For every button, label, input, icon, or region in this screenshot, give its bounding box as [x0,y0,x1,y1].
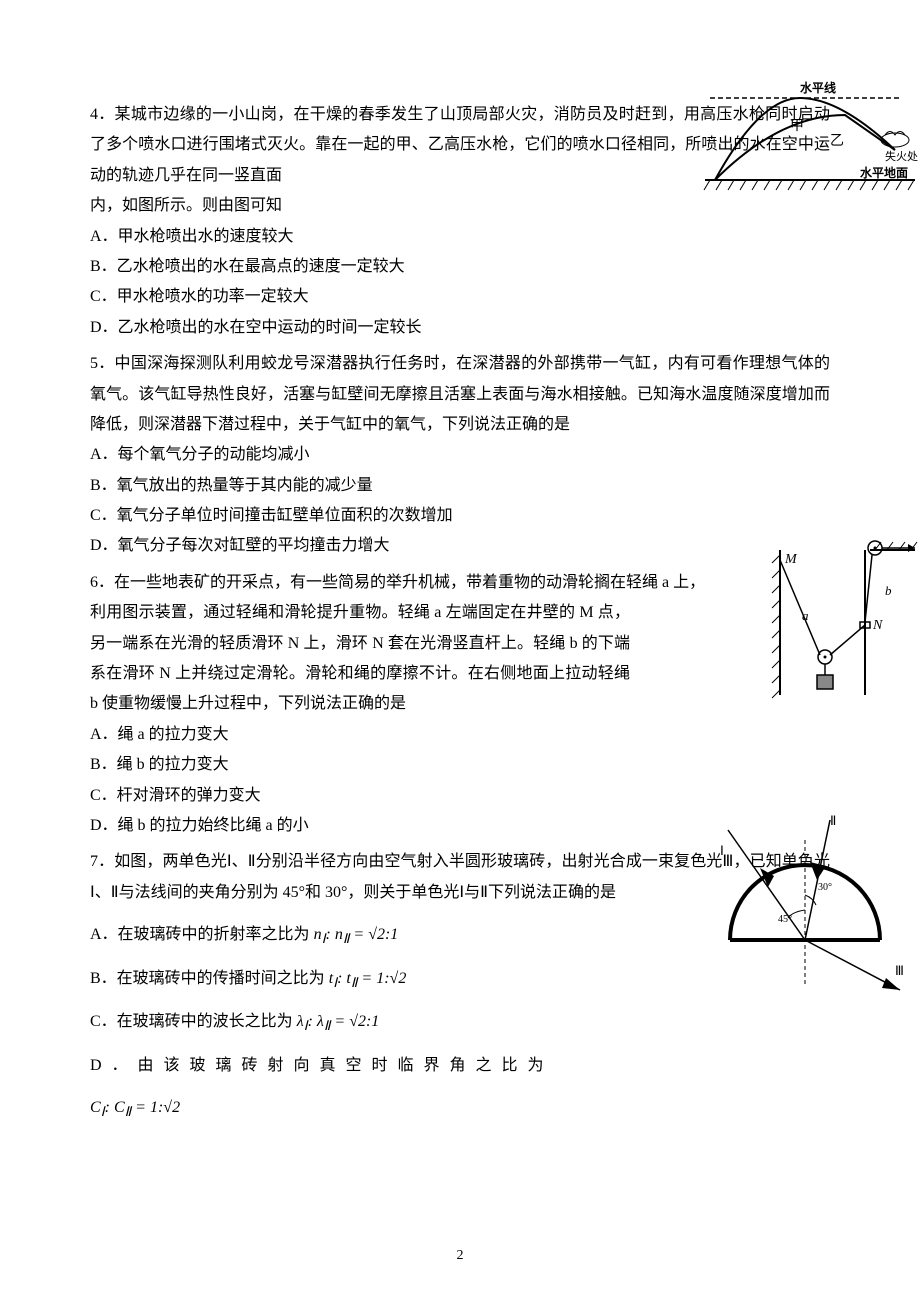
q7-a-prefix: A．在玻璃砖中的折射率之比为 [90,926,314,943]
q4-option-b: B．乙水枪喷出的水在最高点的速度一定较大 [90,252,830,282]
q4-number: 4． [90,106,115,123]
q4-text1: 某城市边缘的一小山岗，在干燥的春季发生了山顶局部火灾，消防员及时赶到，用高压水枪… [90,106,830,184]
q5-option-c: C．氧气分子单位时间撞击缸壁单位面积的次数增加 [90,501,830,531]
q4-option-a: A．甲水枪喷出水的速度较大 [90,222,830,252]
q7-body: 如图，两单色光Ⅰ、Ⅱ分别沿半径方向由空气射入半圆形玻璃砖，出射光合成一束复色光Ⅲ… [90,853,830,900]
question-4: 4．某城市边缘的一小山岗，在干燥的春季发生了山顶局部火灾，消防员及时赶到，用高压… [90,100,830,343]
q7-number: 7． [90,853,114,870]
fig7-II: Ⅱ [830,813,836,828]
fig6-b: b [885,583,892,598]
q4-text2: 内，如图所示。则由图可知 [90,191,570,221]
question-6: 6．在一些地表矿的开采点，有一些简易的举升机械，带着重物的动滑轮搁在轻绳 a 上… [90,568,830,842]
page-number: 2 [457,1243,464,1270]
fig6-N: N [872,618,883,633]
question-7: 7．如图，两单色光Ⅰ、Ⅱ分别沿半径方向由空气射入半圆形玻璃砖，出射光合成一束复色… [90,847,830,1124]
q6-text1: 在一些地表矿的开采点，有一些简易的举升机械，带着重物的动滑轮搁在轻绳 a 上， [114,574,705,591]
q6-text: 6．在一些地表矿的开采点，有一些简易的举升机械，带着重物的动滑轮搁在轻绳 a 上… [90,568,830,598]
q4-text: 4．某城市边缘的一小山岗，在干燥的春季发生了山顶局部火灾，消防员及时赶到，用高压… [90,100,830,191]
q7-b-prefix: B．在玻璃砖中的传播时间之比为 [90,970,329,987]
fig7-III: Ⅲ [895,963,904,978]
q7-option-a: A．在玻璃砖中的折射率之比为 nⅠ: nⅡ = √2:1 [90,920,830,952]
q4-option-d: D．乙水枪喷出的水在空中运动的时间一定较长 [90,313,830,343]
q7-formula-b: tⅠ: tⅡ = 1:√2 [329,970,407,987]
question-5: 5．中国深海探测队利用蛟龙号深潜器执行任务时，在深潜器的外部携带一气缸，内有可看… [90,349,830,562]
q5-text: 5．中国深海探测队利用蛟龙号深潜器执行任务时，在深潜器的外部携带一气缸，内有可看… [90,349,830,440]
q7-option-b: B．在玻璃砖中的传播时间之比为 tⅠ: tⅡ = 1:√2 [90,964,830,996]
fig4-yi-label: 乙 [830,133,844,149]
fig4-fire-label: 失火处 [885,150,918,163]
q7-d-prefix: D．由该玻璃砖射向真空时临界角之比为 [90,1057,554,1074]
q5-body: 中国深海探测队利用蛟龙号深潜器执行任务时，在深潜器的外部携带一气缸，内有可看作理… [90,355,830,433]
q5-number: 5． [90,355,115,372]
q7-formula-d: CⅠ: CⅡ = 1:√2 [90,1099,180,1116]
q5-option-b: B．氧气放出的热量等于其内能的减少量 [90,471,830,501]
q5-option-d: D．氧气分子每次对缸壁的平均撞击力增大 [90,531,830,561]
q7-option-d-formula: CⅠ: CⅡ = 1:√2 [90,1093,830,1125]
fig4-ground-label: 水平地面 [860,165,908,180]
q7-c-prefix: C．在玻璃砖中的波长之比为 [90,1013,297,1030]
q5-option-a: A．每个氧气分子的动能均减小 [90,440,830,470]
q7-text: 7．如图，两单色光Ⅰ、Ⅱ分别沿半径方向由空气射入半圆形玻璃砖，出射光合成一束复色… [90,847,830,908]
q6-number: 6． [90,574,114,591]
q6-option-b: B．绳 b 的拉力变大 [90,750,830,780]
q7-formula-a: nⅠ: nⅡ = √2:1 [314,926,399,943]
q6-option-a: A．绳 a 的拉力变大 [90,720,830,750]
q7-option-d: D．由该玻璃砖射向真空时临界角之比为 [90,1051,570,1081]
q6-option-c: C．杆对滑环的弹力变大 [90,781,830,811]
q7-option-c: C．在玻璃砖中的波长之比为 λⅠ: λⅡ = √2:1 [90,1007,830,1039]
q6-option-d: D．绳 b 的拉力始终比绳 a 的小 [90,811,830,841]
fig4-top-label: 水平线 [800,80,836,95]
q7-formula-c: λⅠ: λⅡ = √2:1 [297,1013,380,1030]
q6-text2: 利用图示装置，通过轻绳和滑轮提升重物。轻绳 a 左端固定在井壁的 M 点，另一端… [90,598,630,720]
q4-option-c: C．甲水枪喷水的功率一定较大 [90,282,830,312]
